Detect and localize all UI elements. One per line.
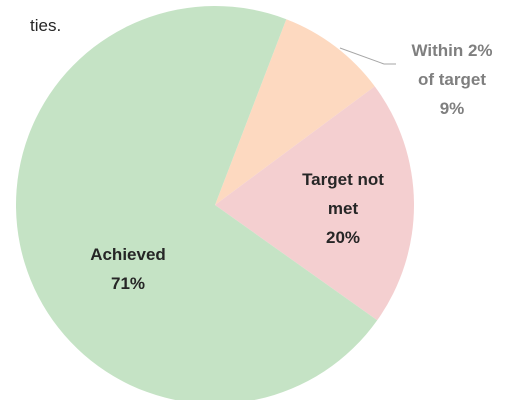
pie-slice (15, 6, 378, 400)
value-label: 20% (325, 228, 361, 247)
value-label: 9% (439, 99, 465, 118)
pie-slice (215, 19, 375, 205)
cropped-text: ties. (30, 16, 62, 35)
category-label: Target not met (302, 170, 384, 218)
category-label: Within 2% of target (411, 41, 493, 89)
leader-line (339, 47, 396, 65)
pie-slice (215, 86, 414, 321)
slice-label: Target not met 20% (290, 165, 396, 252)
slice-label: Achieved 71% (70, 240, 186, 298)
value-label: 71% (110, 274, 146, 293)
slice-label: Within 2% of target 9% (402, 36, 502, 123)
category-label: Achieved (90, 245, 166, 264)
